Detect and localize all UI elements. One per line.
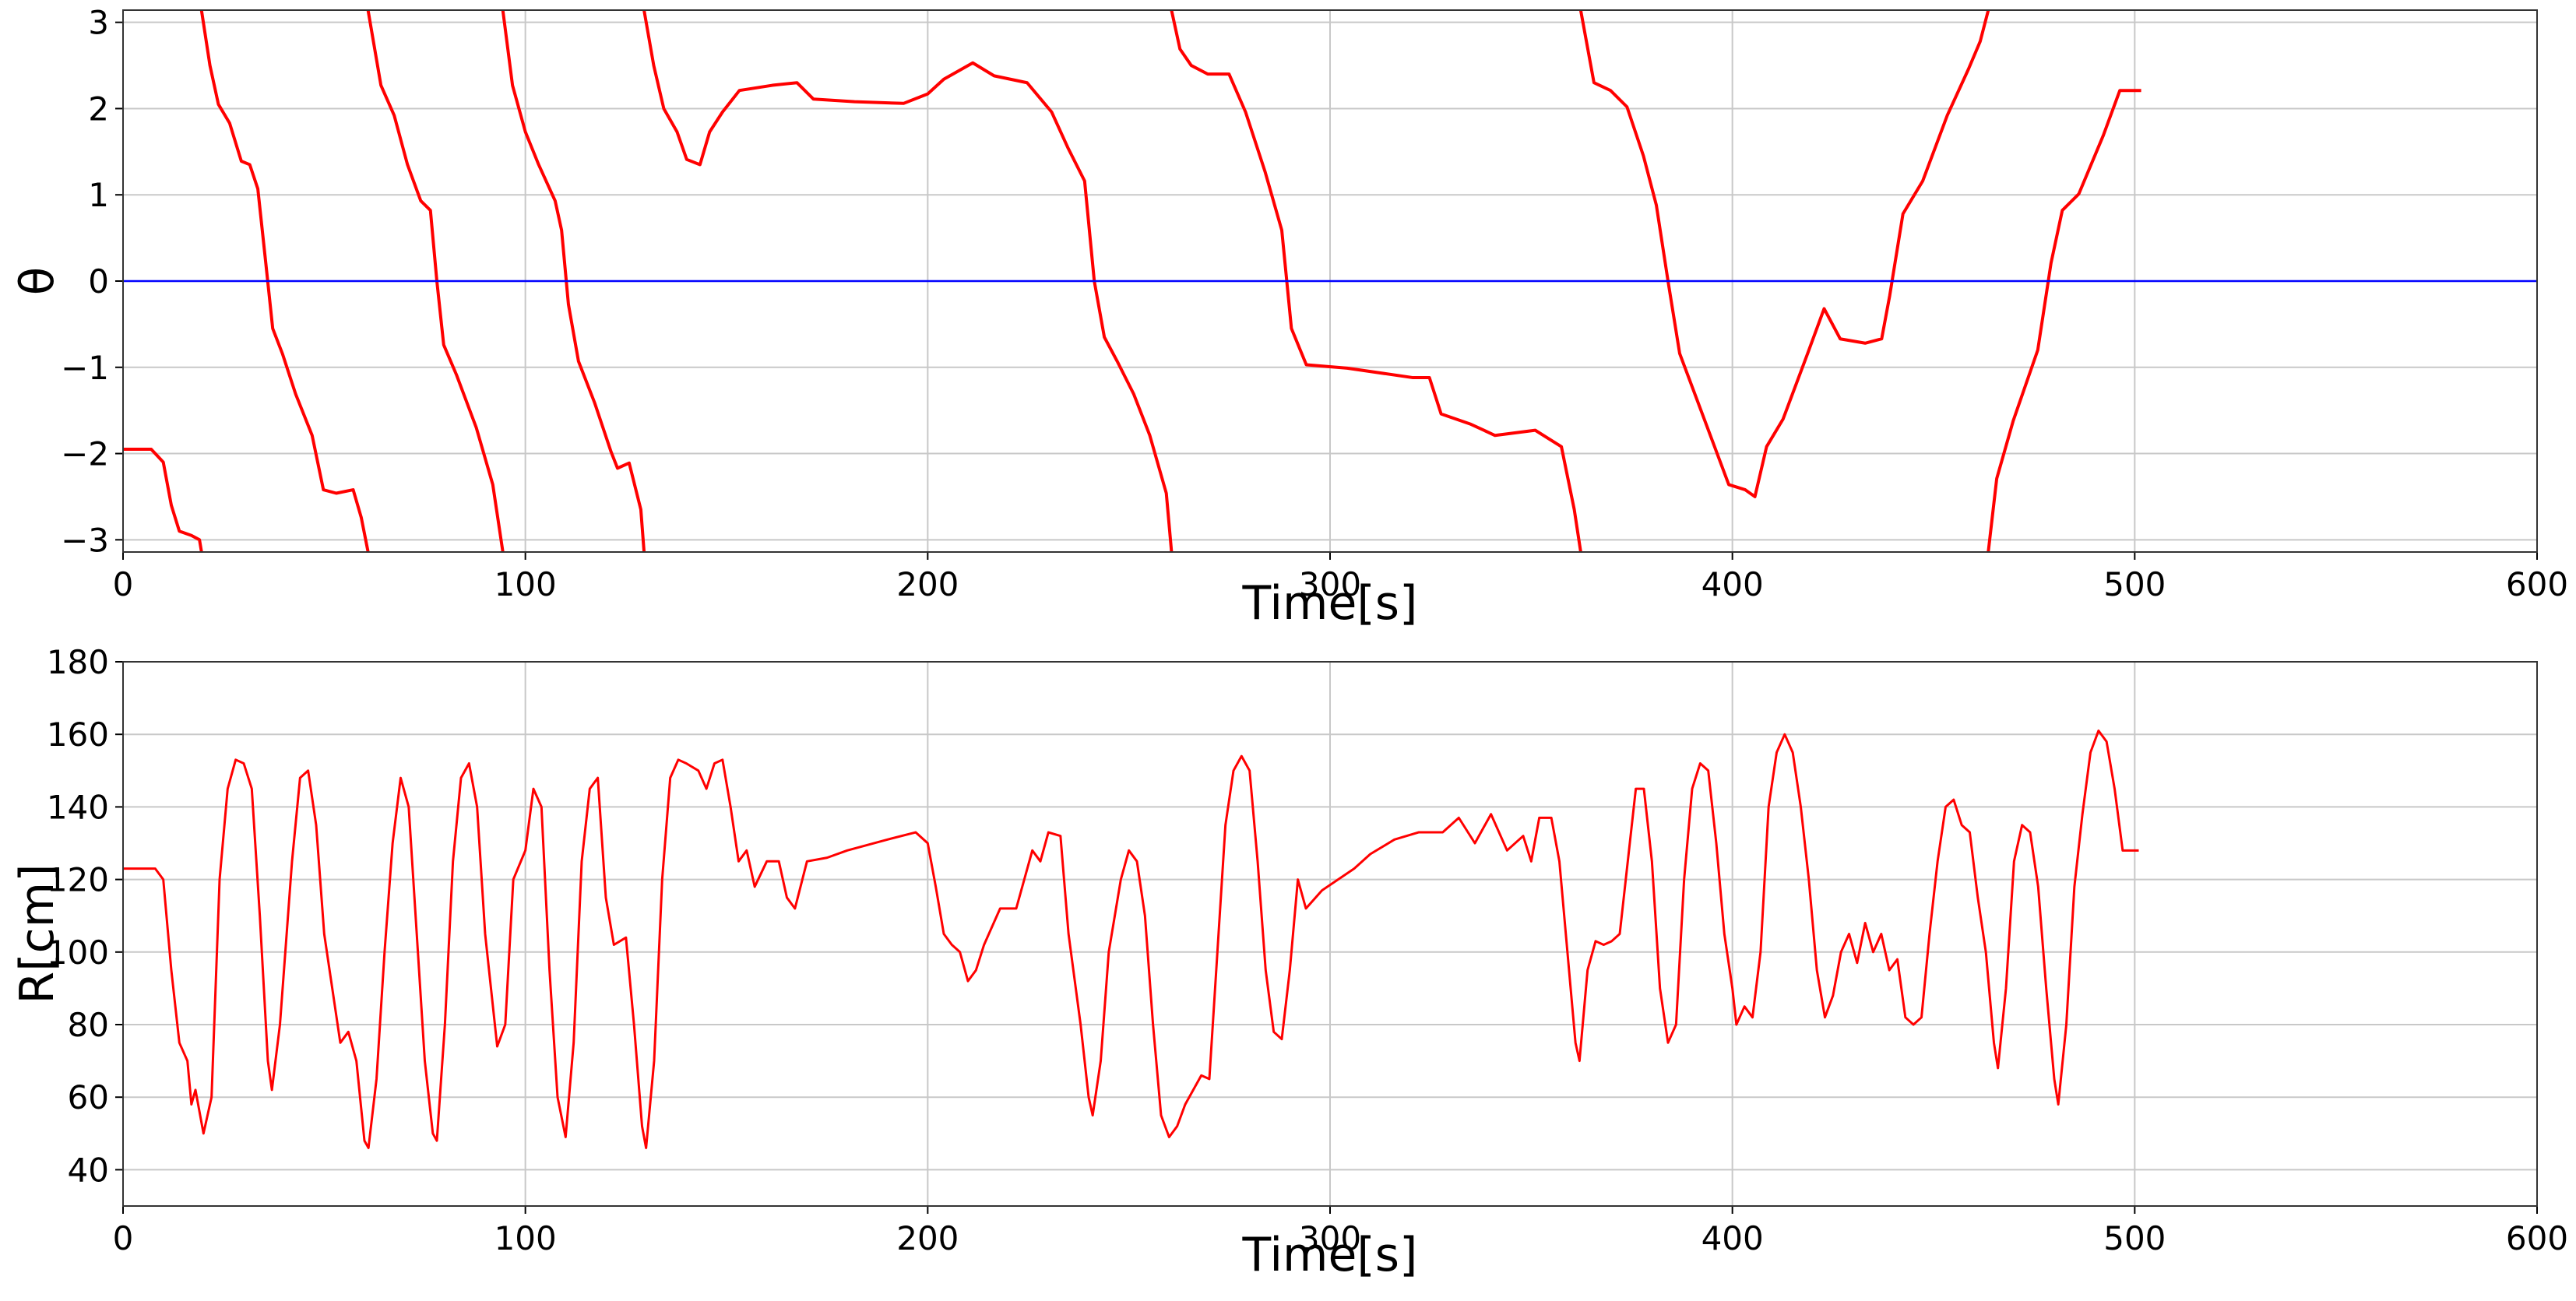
x-axis-label: Time[s] bbox=[1242, 576, 1418, 631]
y-tick-label: 160 bbox=[47, 716, 109, 754]
x-tick-label: 600 bbox=[2506, 1219, 2568, 1257]
x-tick-label: 400 bbox=[1701, 565, 1764, 603]
y-tick-label: 180 bbox=[47, 643, 109, 681]
y-tick-label: 3 bbox=[88, 4, 109, 42]
y-tick-label: 120 bbox=[47, 861, 109, 899]
x-tick-label: 300 bbox=[1299, 1219, 1361, 1257]
y-tick-label: −3 bbox=[61, 521, 109, 559]
y-tick-label: −2 bbox=[61, 435, 109, 473]
axes-frame bbox=[122, 661, 2538, 1207]
x-tick-label: 300 bbox=[1299, 565, 1361, 603]
x-tick-label: 500 bbox=[2103, 565, 2166, 603]
plot-area bbox=[123, 10, 2537, 552]
x-tick-label: 100 bbox=[494, 565, 557, 603]
x-tick-label: 0 bbox=[113, 565, 134, 603]
plot-area bbox=[123, 730, 2139, 1149]
data-line bbox=[123, 730, 2139, 1149]
x-tick-label: 600 bbox=[2506, 565, 2568, 603]
y-axis-label: R[cm] bbox=[10, 864, 65, 1004]
y-tick-label: 100 bbox=[47, 934, 109, 972]
x-tick-label: 200 bbox=[896, 565, 959, 603]
y-tick-label: 0 bbox=[88, 262, 109, 301]
y-tick-label: 60 bbox=[68, 1078, 109, 1116]
x-axis-label: Time[s] bbox=[1242, 1228, 1418, 1282]
x-tick-label: 500 bbox=[2103, 1219, 2166, 1257]
axes-frame bbox=[122, 9, 2538, 553]
y-tick-label: −1 bbox=[61, 349, 109, 387]
y-tick-label: 40 bbox=[68, 1151, 109, 1189]
x-tick-label: 100 bbox=[494, 1219, 557, 1257]
y-tick-label: 2 bbox=[88, 90, 109, 128]
data-line bbox=[123, 10, 2141, 552]
y-tick-label: 140 bbox=[47, 788, 109, 826]
y-tick-label: 80 bbox=[68, 1006, 109, 1044]
y-tick-label: 1 bbox=[88, 176, 109, 214]
x-tick-label: 400 bbox=[1701, 1219, 1764, 1257]
x-tick-label: 0 bbox=[113, 1219, 134, 1257]
y-axis-label: θ bbox=[10, 267, 65, 296]
x-tick-label: 200 bbox=[896, 1219, 959, 1257]
